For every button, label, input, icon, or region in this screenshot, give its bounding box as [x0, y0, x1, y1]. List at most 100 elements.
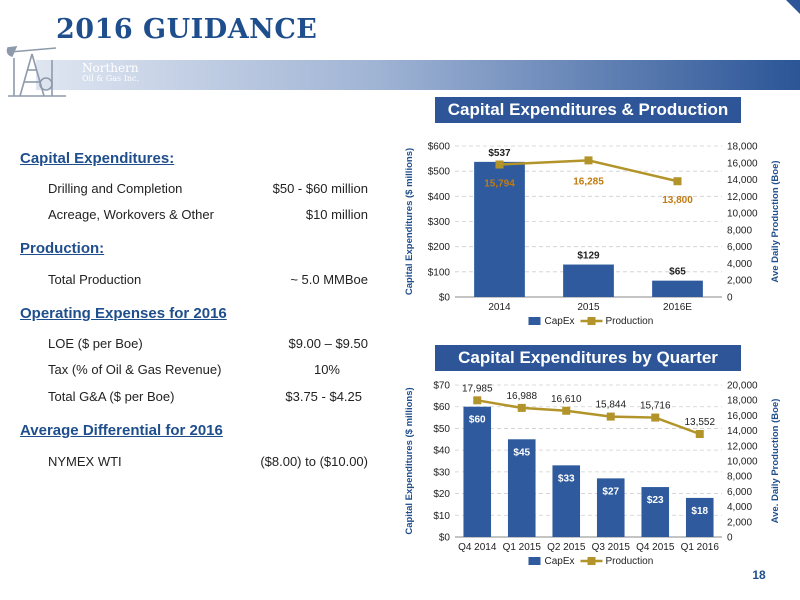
- capex-bar: [596, 478, 625, 537]
- y-axis-title: Capital Expenditures ($ millions): [404, 148, 415, 295]
- row-label: Total G&A ($ per Boe): [48, 389, 175, 404]
- y-tick-label: $10: [433, 511, 450, 522]
- x-tick-label: Q4 2014: [458, 542, 497, 553]
- row-label: Acreage, Workovers & Other: [48, 207, 214, 222]
- production-data-label: 15,716: [640, 401, 671, 412]
- y2-tick-label: 4,000: [727, 502, 752, 513]
- production-marker: [473, 396, 482, 405]
- y2-tick-label: 0: [727, 533, 733, 544]
- y2-axis-title: Ave Daily Production (Boe): [770, 160, 781, 282]
- slide-title: 2016 GUIDANCE: [56, 14, 318, 45]
- legend-production-label: Production: [606, 556, 654, 567]
- row-value: $9.00 – $9.50: [288, 336, 368, 351]
- production-marker: [606, 412, 615, 421]
- row-value: 10%: [313, 362, 340, 377]
- y2-tick-label: 14,000: [727, 426, 758, 437]
- production-data-label: 15,844: [595, 400, 626, 411]
- chart1-title: Capital Expenditures & Production: [435, 97, 741, 123]
- y-tick-label: $60: [433, 402, 450, 413]
- row-label: LOE ($ per Boe): [48, 336, 143, 351]
- production-marker: [651, 413, 660, 422]
- guidance-row: LOE ($ per Boe) $9.00 – $9.50: [48, 336, 368, 351]
- production-marker: [495, 160, 504, 169]
- y2-tick-label: 12,000: [727, 441, 758, 452]
- company-logo-text: Northern Oil & Gas Inc.: [82, 62, 139, 83]
- capex-bar: [652, 280, 703, 297]
- production-data-label: 13,800: [662, 195, 693, 206]
- y2-tick-label: 18,000: [727, 396, 758, 407]
- y-tick-label: $0: [439, 533, 451, 544]
- differential-heading: Average Differential for 2016: [20, 422, 223, 439]
- logo-line1: Northern: [82, 61, 139, 75]
- y-tick-label: $50: [433, 424, 450, 435]
- legend-production-marker: [587, 557, 596, 565]
- production-line: [477, 399, 701, 436]
- capex-data-label: $33: [558, 473, 575, 484]
- production-marker: [517, 403, 526, 412]
- production-data-label: 16,988: [506, 391, 537, 402]
- legend-production-label: Production: [606, 316, 654, 327]
- y2-tick-label: 20,000: [727, 381, 758, 392]
- capex-data-label: $18: [691, 506, 708, 517]
- page-number: 18: [752, 568, 766, 582]
- y-tick-label: $200: [428, 242, 451, 253]
- capex-bar: [563, 264, 614, 297]
- y-tick-label: $40: [433, 446, 450, 457]
- legend-capex-label: CapEx: [545, 556, 575, 567]
- capex-by-quarter-chart: $0 $10 $20 $30 $40 $50 $60 $70 0 2,000 4,000 6,000 8…: [404, 381, 781, 568]
- header-band: [36, 60, 800, 90]
- production-data-label: 15,794: [484, 179, 515, 190]
- row-value: ~ 5.0 MMBoe: [290, 272, 368, 287]
- y2-tick-label: 10,000: [727, 209, 758, 220]
- row-label: Total Production: [48, 272, 142, 287]
- capex-data-label: $27: [602, 486, 619, 497]
- x-tick-label: Q3 2015: [592, 542, 631, 553]
- y2-tick-label: 16,000: [727, 411, 758, 422]
- row-value: ($8.00) to ($10.00): [260, 454, 368, 469]
- capex-production-chart: $0 $100 $200 $300 $400 $500 $600 0 2,000 4,000 6,0…: [404, 142, 781, 328]
- y2-tick-label: 18,000: [727, 142, 758, 153]
- capex-bar: [685, 497, 714, 537]
- x-tick-label: 2015: [577, 302, 600, 313]
- y2-tick-label: 0: [727, 293, 733, 304]
- y2-tick-label: 2,000: [727, 276, 752, 287]
- logo-line2: Oil & Gas Inc.: [82, 74, 140, 83]
- production-marker: [673, 177, 682, 186]
- row-label: Drilling and Completion: [48, 181, 183, 196]
- y-tick-label: $300: [428, 217, 451, 228]
- capex-bar: [474, 161, 525, 297]
- y2-tick-label: 2,000: [727, 517, 752, 528]
- guidance-row: Total Production ~ 5.0 MMBoe: [48, 272, 368, 287]
- row-value: $10 million: [305, 207, 368, 222]
- opex-heading: Operating Expenses for 2016: [20, 305, 227, 322]
- x-tick-label: 2014: [488, 302, 511, 313]
- capex-bar: [507, 439, 536, 537]
- x-tick-label: Q2 2015: [547, 542, 586, 553]
- production-marker: [562, 406, 571, 415]
- y-tick-label: $0: [439, 293, 451, 304]
- production-data-label: 16,285: [573, 176, 604, 187]
- capex-data-label: $537: [488, 148, 511, 159]
- capex-data-label: $23: [647, 495, 664, 506]
- production-data-label: 17,985: [462, 383, 493, 394]
- capex-data-label: $65: [669, 267, 686, 278]
- capex-bar: [463, 406, 492, 537]
- y-tick-label: $20: [433, 489, 450, 500]
- x-tick-label: Q1 2015: [503, 542, 542, 553]
- guidance-row: NYMEX WTI ($8.00) to ($10.00): [48, 454, 368, 469]
- production-data-label: 16,610: [551, 394, 582, 405]
- guidance-row: Total G&A ($ per Boe) $3.75 - $4.25: [48, 389, 368, 404]
- x-tick-label: Q4 2015: [636, 542, 675, 553]
- capex-bar: [552, 465, 581, 537]
- x-tick-label: Q1 2016: [681, 542, 720, 553]
- y2-tick-label: 8,000: [727, 225, 752, 236]
- oil-derrick-logo-icon: [6, 46, 66, 97]
- production-data-label: 13,552: [684, 417, 715, 428]
- guidance-row: Acreage, Workovers & Other $10 million: [48, 207, 368, 222]
- capex-heading: Capital Expenditures:: [20, 150, 175, 167]
- y-tick-label: $500: [428, 167, 451, 178]
- y2-tick-label: 6,000: [727, 242, 752, 253]
- production-heading: Production:: [20, 240, 105, 257]
- y2-tick-label: 14,000: [727, 175, 758, 186]
- legend-capex-swatch: [528, 557, 541, 565]
